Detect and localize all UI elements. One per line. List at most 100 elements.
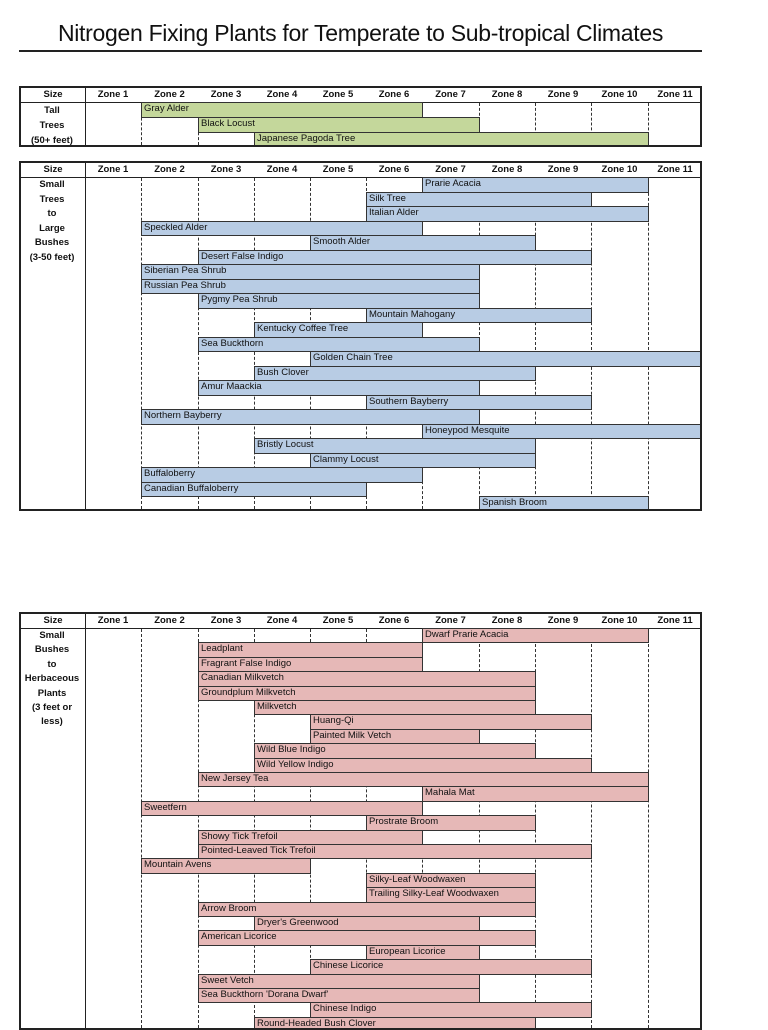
size-category-label: Small Bushes to Herbaceous Plants (3 feet or l… (21, 629, 83, 730)
plant-zone-bar: Sweet Vetch (198, 973, 480, 989)
header-zone: Zone 3 (210, 164, 242, 175)
plant-zone-bar: New Jersey Tea (198, 772, 649, 788)
plant-zone-bar: Smooth Alder (310, 235, 536, 251)
header-zone: Zone 5 (322, 164, 354, 175)
plant-zone-bar: Dwarf Prarie Acacia (422, 628, 649, 644)
size-category-label: Small Trees to Large Bushes (3-50 feet) (21, 178, 83, 265)
size-label-line: Small (39, 630, 65, 641)
zone-table: Size Zone 1 Zone 2 Zone 3 Zone 4 Zone 5 Zone 6… (19, 86, 702, 147)
plant-zone-bar: Round-Headed Bush Clover (254, 1016, 536, 1028)
plant-zone-bar: Mountain Avens (141, 858, 311, 874)
plant-zone-bar: Leadplant (198, 642, 423, 658)
zone-gridline (648, 103, 649, 145)
header-zone: Zone 9 (547, 89, 579, 100)
plant-zone-bar: Silk Tree (366, 191, 592, 207)
header-zone: Zone 1 (97, 615, 129, 626)
plant-zone-bar: Northern Bayberry (141, 409, 480, 425)
header-zone: Zone 9 (547, 615, 579, 626)
header-zone: Zone 11 (657, 615, 693, 626)
plant-zone-bar: Silky-Leaf Woodwaxen (366, 872, 536, 889)
plant-zone-bar: American Licorice (198, 930, 536, 946)
header-zone: Zone 2 (154, 89, 185, 100)
size-label-line: Plants (37, 687, 67, 699)
plant-zone-bar: Pointed-Leaved Tick Trefoil (198, 844, 592, 860)
plant-zone-bar: Painted Milk Vetch (310, 728, 480, 745)
header-zone: Zone 7 (435, 164, 466, 175)
plant-zone-bar: Wild Yellow Indigo (254, 757, 592, 773)
header-size: Size (43, 89, 63, 100)
header-zone: Zone 8 (491, 615, 523, 626)
header-zone: Zone 8 (491, 164, 523, 175)
plant-zone-bar: Milkvetch (254, 700, 536, 716)
zone-table: Size Zone 1 Zone 2 Zone 3 Zone 4 Zone 5 Zone 6… (19, 161, 702, 511)
plant-zone-bar: Kentucky Coffee Tree (254, 322, 423, 338)
zone-gridline (591, 103, 592, 145)
plant-zone-bar: Sea Buckthorn 'Dorana Dwarf' (198, 988, 480, 1004)
header-zone: Zone 10 (601, 164, 638, 175)
header-zone: Zone 7 (435, 89, 466, 100)
size-label-line: Tall (44, 105, 60, 116)
header-zone: Zone 1 (97, 164, 129, 175)
header-zone: Zone 4 (266, 164, 298, 175)
header-zone: Zone 3 (210, 89, 242, 100)
zone-gridline (141, 629, 142, 1028)
zone-table: Size Zone 1 Zone 2 Zone 3 Zone 4 Zone 5 Zone 6… (19, 612, 702, 1030)
header-zone: Zone 2 (154, 615, 185, 626)
header-size: Size (43, 164, 63, 175)
page-title: Nitrogen Fixing Plants for Temperate to … (57, 20, 664, 46)
plant-zone-bar: Russian Pea Shrub (141, 278, 480, 294)
size-column-divider (85, 88, 86, 145)
size-label-line: Herbaceous (24, 673, 80, 685)
header-zone: Zone 1 (97, 89, 129, 100)
size-label-line: (50+ feet) (31, 135, 73, 146)
plant-zone-bar: Bristly Locust (254, 438, 536, 454)
plant-zone-bar: Desert False Indigo (198, 249, 592, 265)
plant-zone-bar: Dryer's Greenwood (254, 916, 480, 932)
plant-zone-bar: Italian Alder (366, 206, 649, 222)
plant-zone-bar: Canadian Milkvetch (198, 671, 536, 687)
size-label-line: Trees (39, 193, 65, 205)
zone-gridline (591, 178, 592, 509)
plant-zone-bar: Wild Blue Indigo (254, 743, 536, 759)
plant-zone-bar: Huang-Qi (310, 714, 592, 730)
plant-zone-bar: Bush Clover (254, 365, 536, 381)
plant-zone-bar: Golden Chain Tree (310, 351, 700, 367)
plant-zone-bar: Spanish Broom (479, 496, 649, 509)
size-label-line: Small (39, 179, 65, 190)
zone-gridline (141, 103, 142, 145)
size-label-line: Trees (39, 120, 65, 131)
plant-zone-bar: Groundplum Milkvetch (198, 685, 536, 701)
plant-zone-bar: Black Locust (198, 117, 480, 133)
plant-zone-bar: Prostrate Broom (366, 815, 536, 831)
size-label-line: to (47, 658, 57, 670)
plant-zone-bar: Chinese Licorice (310, 959, 592, 975)
zone-gridline (535, 103, 536, 145)
plant-zone-bar: Honeypod Mesquite (422, 423, 700, 439)
size-label-line: (3-50 feet) (29, 251, 75, 263)
header-zone: Zone 10 (601, 615, 638, 626)
header-row: Size Zone 1 Zone 2 Zone 3 Zone 4 Zone 5 Zone 6… (21, 163, 700, 178)
header-size: Size (43, 615, 63, 626)
plant-zone-bar: Fragrant False Indigo (198, 656, 423, 673)
zone-gridline (310, 629, 311, 1028)
zone-gridline (198, 629, 199, 1028)
size-label-line: to (47, 208, 57, 219)
header-zone: Zone 11 (657, 89, 693, 100)
header-zone: Zone 3 (210, 615, 242, 626)
header-zone: Zone 5 (322, 615, 354, 626)
plant-zone-bar: Chinese Indigo (310, 1002, 592, 1018)
plant-zone-bar: Amur Maackia (198, 380, 480, 396)
header-zone: Zone 11 (657, 164, 693, 175)
header-zone: Zone 9 (547, 164, 579, 175)
zone-gridline (648, 629, 649, 1028)
plant-zone-bar: Prarie Acacia (422, 177, 649, 193)
size-label-line: Large (39, 222, 65, 234)
plant-zone-bar: Southern Bayberry (366, 394, 592, 410)
plant-zone-bar: Sweetfern (141, 800, 423, 817)
plant-zone-bar: Speckled Alder (141, 220, 423, 236)
size-column-divider (85, 163, 86, 509)
header-zone: Zone 7 (435, 615, 466, 626)
size-label-line: Bushes (34, 644, 70, 656)
plant-zone-bar: Japanese Pagoda Tree (254, 132, 649, 145)
plant-zone-bar: Sea Buckthorn (198, 336, 480, 352)
